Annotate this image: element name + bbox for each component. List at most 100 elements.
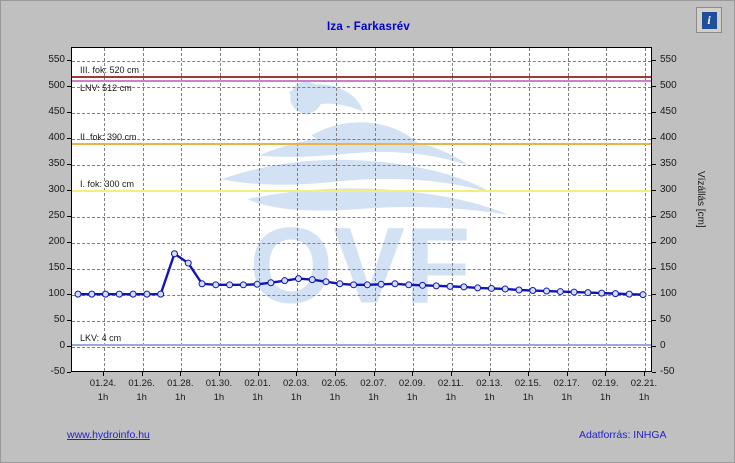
info-icon: i: [701, 11, 717, 29]
y-axis-tick-mark-right: [652, 86, 656, 87]
threshold-line: [72, 343, 651, 346]
series-marker: [461, 284, 467, 290]
y-axis-tick-right: 0: [660, 340, 666, 351]
x-axis-tick-mark: [489, 372, 491, 376]
x-axis-tick-date: 02.19.: [592, 378, 619, 389]
series-marker: [103, 291, 109, 297]
threshold-line: [72, 143, 651, 146]
y-axis-tick-mark-right: [652, 164, 656, 165]
x-axis-tick-mark: [180, 372, 182, 376]
series-marker: [557, 289, 563, 295]
y-axis-tick-mark-left: [67, 112, 71, 113]
x-axis-tick-mark: [644, 372, 645, 376]
page-title: Iza - Farkasrév: [327, 21, 410, 33]
y-axis-tick-mark-left: [67, 268, 71, 269]
x-axis-tick-hour: 1h: [445, 392, 457, 403]
x-axis-tick-date: 02.07.: [360, 378, 387, 389]
series-marker: [392, 281, 398, 287]
y-axis-tick-mark-right: [652, 242, 656, 243]
x-axis-tick-hour: 1h: [290, 392, 302, 403]
series-marker: [323, 279, 329, 285]
series-marker: [185, 260, 191, 266]
series-marker: [282, 278, 288, 284]
y-axis-tick-mark-left: [67, 320, 71, 321]
x-axis-tick-hour: 1h: [329, 392, 341, 403]
x-axis-tick-mark: [373, 372, 375, 376]
series-marker: [130, 291, 136, 297]
series-marker: [364, 282, 370, 288]
x-axis-tick-hour: 1h: [638, 392, 650, 403]
series-marker: [268, 280, 274, 286]
y-axis-tick-left: 450: [48, 106, 65, 117]
y-axis-tick-mark-left: [67, 346, 71, 347]
y-axis-tick-right: 400: [660, 132, 677, 143]
y-axis-tick-mark-right: [652, 346, 656, 347]
info-button[interactable]: i: [696, 7, 722, 33]
x-axis-tick-hour: 1h: [406, 392, 418, 403]
y-axis-tick-right: 500: [660, 80, 677, 91]
series-marker: [488, 285, 494, 291]
series-marker: [213, 282, 219, 288]
series-marker: [116, 291, 122, 297]
y-axis-tick-left: 0: [59, 340, 65, 351]
y-axis-tick-left: 50: [53, 314, 65, 325]
y-axis-tick-mark-left: [67, 242, 71, 243]
series-marker: [626, 291, 632, 297]
y-axis-tick-right: 550: [660, 54, 677, 65]
y-axis-tick-left: 100: [48, 288, 65, 299]
series-marker: [571, 289, 577, 295]
series-marker: [640, 292, 646, 298]
series-marker: [516, 287, 522, 293]
threshold-line: [72, 79, 651, 82]
data-source-label: Adatforrás: INHGA: [579, 429, 667, 441]
y-axis-title-right: Vízállás [cm]: [695, 171, 706, 228]
series-marker: [309, 277, 315, 283]
y-axis-tick-right: 250: [660, 210, 677, 221]
x-axis-tick-mark: [412, 372, 414, 376]
series-marker: [337, 281, 343, 287]
x-axis-tick-mark: [103, 372, 104, 376]
y-axis-tick-mark-right: [652, 216, 656, 217]
series-marker: [599, 290, 605, 296]
y-axis-tick-right: 300: [660, 184, 677, 195]
y-axis-tick-mark-right: [652, 60, 656, 61]
y-axis-tick-mark-left: [67, 60, 71, 61]
x-axis-tick-hour: 1h: [213, 392, 225, 403]
series-marker: [378, 281, 384, 287]
y-axis-tick-mark-right: [652, 372, 656, 373]
x-axis-tick-hour: 1h: [522, 392, 534, 403]
threshold-line: [72, 190, 651, 192]
series-marker: [158, 291, 164, 297]
series-marker: [433, 283, 439, 289]
x-axis-tick-date: 02.03.: [282, 378, 310, 389]
y-axis-tick-mark-left: [67, 294, 71, 295]
x-axis-tick-mark: [334, 372, 336, 376]
x-axis-tick-date: 01.28.: [167, 378, 194, 389]
y-axis-tick-left: 400: [48, 132, 65, 143]
threshold-label: III. fok: 520 cm: [80, 64, 140, 75]
y-axis-tick-left: 250: [48, 210, 65, 221]
series-marker: [406, 282, 412, 288]
x-axis-tick-mark: [296, 372, 298, 376]
water-level-series: [72, 48, 651, 372]
series-marker: [89, 291, 95, 297]
x-axis-tick-mark: [566, 372, 568, 376]
x-axis-tick-hour: 1h: [174, 392, 186, 403]
series-marker: [240, 282, 246, 288]
y-axis-tick-mark-left: [67, 190, 71, 191]
x-axis-tick-date: 01.30.: [205, 378, 233, 389]
y-axis-tick-left: 550: [48, 54, 65, 65]
hydroinfo-link[interactable]: www.hydroinfo.hu: [67, 429, 150, 441]
x-axis-tick-date: 02.05.: [321, 378, 349, 389]
x-axis-tick-date: 02.15.: [514, 378, 542, 389]
x-axis-tick-date: 02.13.: [476, 378, 503, 389]
y-axis-tick-mark-left: [67, 372, 71, 373]
threshold-label: LKV: 4 cm: [80, 332, 122, 343]
series-marker: [502, 286, 508, 292]
series-marker: [254, 281, 260, 287]
y-axis-tick-mark-left: [67, 216, 71, 217]
series-marker: [420, 282, 426, 288]
series-marker: [351, 282, 357, 288]
series-marker: [295, 276, 301, 282]
